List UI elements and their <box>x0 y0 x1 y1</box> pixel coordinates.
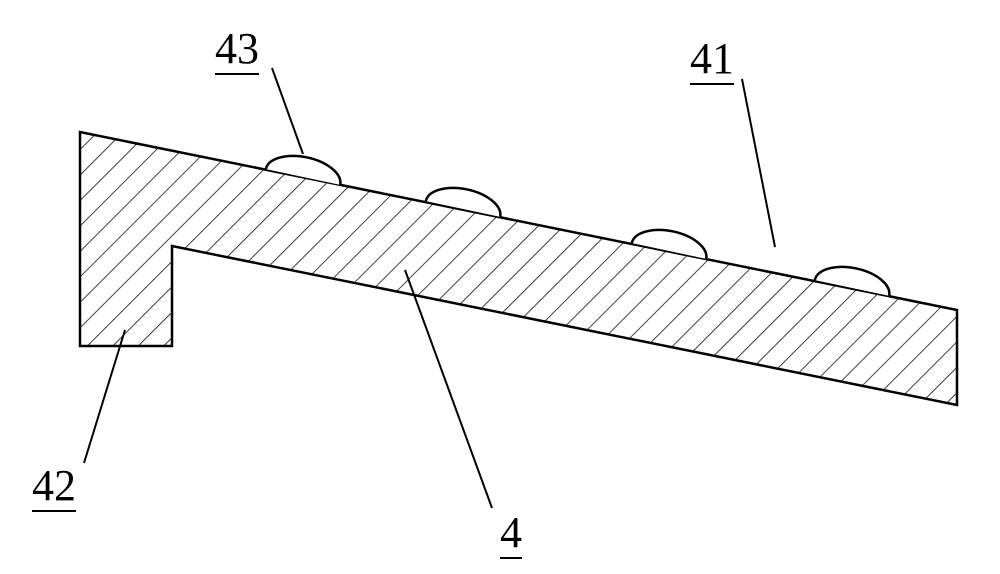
label-l43: 43 <box>215 24 259 73</box>
label-l41: 41 <box>690 34 734 83</box>
leader-l42 <box>84 330 125 463</box>
leader-l41 <box>742 79 775 247</box>
label-l4: 4 <box>500 508 522 557</box>
label-l42: 42 <box>32 461 76 510</box>
leader-l43 <box>272 68 303 154</box>
